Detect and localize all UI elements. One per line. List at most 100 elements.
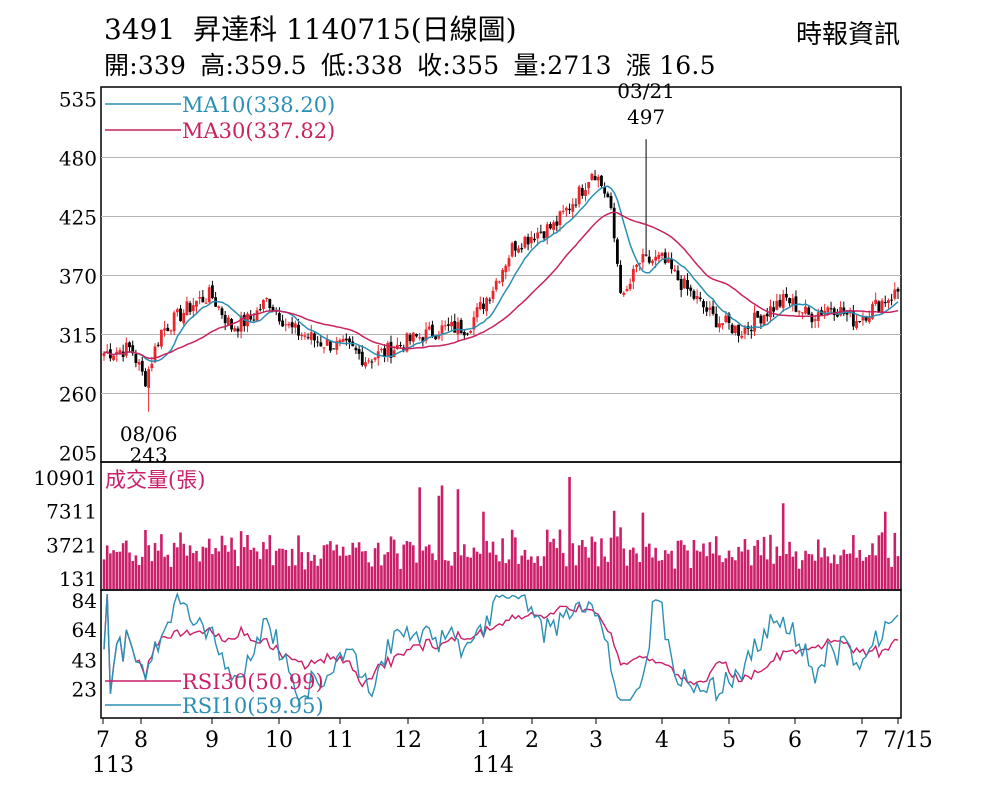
rsi-tick-label: 64 (72, 618, 97, 642)
candle-body (670, 258, 673, 270)
volume-bar (807, 553, 811, 589)
volume-bar (281, 548, 284, 589)
candle-body (344, 338, 348, 341)
candle-body (772, 307, 776, 312)
candle-body (443, 325, 447, 327)
volume-bar (195, 550, 198, 589)
price-tick-label: 205 (59, 442, 97, 466)
volume-bar (730, 557, 734, 589)
volume-bar (654, 547, 657, 589)
volume-bar (427, 544, 431, 589)
volume-bar (351, 542, 355, 589)
candle-body (354, 347, 358, 351)
volume-bar (466, 556, 469, 589)
volume-bar (571, 543, 575, 589)
volume-bar (804, 550, 807, 589)
volume-tick-label: 3721 (46, 533, 97, 557)
quote-high: 高:359.5 (200, 51, 307, 80)
candle-body (762, 314, 766, 326)
candle-body (236, 328, 240, 332)
candle-body (303, 335, 307, 337)
candle-body (861, 316, 865, 321)
candle-body (233, 328, 237, 332)
volume-bar (380, 565, 383, 589)
volume-bar (590, 536, 594, 589)
volume-bar (788, 541, 791, 589)
candle-body (753, 312, 756, 332)
candle-body (590, 173, 594, 180)
volume-bar (842, 549, 846, 589)
volume-bar (131, 560, 134, 589)
volume-bar (504, 563, 508, 589)
low-annotation-value: 243 (130, 443, 168, 467)
volume-bar (520, 555, 524, 589)
volume-bar (498, 561, 501, 589)
candle-body (255, 310, 259, 321)
candle-body (571, 204, 575, 212)
candle-body (606, 193, 610, 198)
volume-bar (134, 555, 138, 589)
candle-body (635, 264, 638, 268)
volume-bar (673, 568, 677, 589)
volume-bar (874, 555, 877, 589)
quote-low: 低:338 (320, 51, 403, 80)
volume-bar (303, 569, 307, 589)
candle-body (188, 303, 192, 312)
volume-bar (651, 557, 654, 589)
volume-bar (223, 545, 227, 589)
volume-bar (313, 554, 316, 589)
volume-bar (529, 556, 533, 589)
candle-body (335, 341, 339, 351)
x-tick-label: 4 (655, 728, 669, 753)
volume-bar (102, 559, 106, 589)
candle-body (399, 345, 402, 347)
volume-bar (450, 565, 453, 589)
candle-body (179, 308, 182, 322)
volume-bar (112, 550, 115, 589)
candle-body (836, 314, 839, 317)
candle-body (622, 292, 626, 295)
volume-bar (616, 536, 619, 589)
volume-bar (169, 566, 173, 589)
candle-body (832, 308, 836, 316)
candle-body (631, 268, 635, 282)
volume-bar (150, 561, 154, 589)
candle-body (370, 361, 374, 363)
candle-body (647, 256, 651, 263)
candle-body (338, 340, 342, 343)
volume-bar (284, 549, 288, 589)
candle-body (348, 338, 351, 343)
rsi-tick-label: 43 (72, 648, 97, 672)
candle-body (730, 324, 734, 334)
volume-bar (501, 538, 504, 589)
volume-bar (271, 565, 275, 589)
volume-bar (475, 551, 479, 589)
candle-body (702, 301, 705, 308)
candle-body (561, 210, 565, 212)
candle-body (450, 321, 453, 327)
candle-body (769, 306, 772, 317)
candle-body (791, 298, 795, 306)
candle-body (698, 297, 702, 299)
stock-code: 3491 (104, 13, 176, 46)
volume-bar (185, 555, 189, 589)
candle-body (271, 307, 275, 311)
candle-body (778, 299, 782, 307)
volume-bar (137, 565, 141, 589)
volume-bar (868, 554, 871, 589)
candle-body (507, 258, 511, 267)
volume-bar (641, 512, 645, 589)
volume-bar (667, 553, 670, 589)
candle-body (679, 278, 683, 291)
candle-body (118, 350, 122, 353)
volume-bar (262, 542, 265, 589)
volume-bar (877, 535, 881, 589)
candle-body (134, 353, 138, 363)
volume-bar (772, 563, 775, 589)
volume-bar (128, 552, 131, 589)
volume-bar (612, 510, 616, 589)
x-tick-label: 10 (265, 728, 293, 753)
candle-body (440, 325, 444, 335)
volume-bar (574, 565, 578, 589)
candle-body (501, 270, 504, 282)
